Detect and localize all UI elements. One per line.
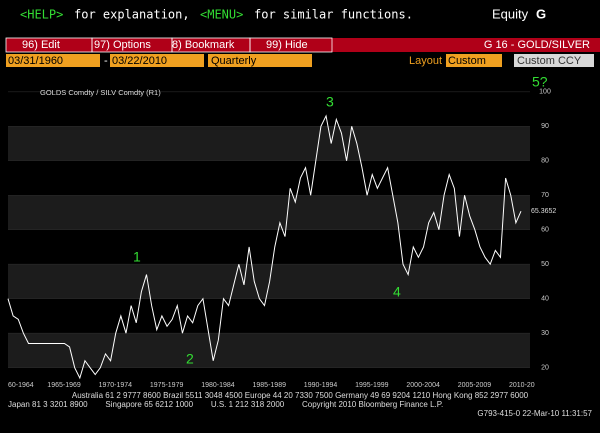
toolbar-bar bbox=[6, 38, 600, 52]
x-tick-label: 1975-1979 bbox=[150, 382, 184, 389]
footer-line: Japan 81 3 3201 8900 Singapore 65 6212 1… bbox=[8, 400, 443, 409]
x-tick-label: 1995-1999 bbox=[355, 382, 389, 389]
menu-key[interactable]: <MENU> bbox=[200, 8, 243, 22]
date-separator: - bbox=[104, 55, 108, 67]
footer-line: Australia 61 2 9777 8600 Brazil 5511 304… bbox=[72, 391, 529, 400]
x-tick-label: 1970-1974 bbox=[99, 382, 133, 389]
legend-label: GOLDS Comdty / SILV Comdty (R1) bbox=[40, 88, 161, 97]
last-value: 65.3652 bbox=[531, 208, 556, 215]
x-tick-label: 2010-20 bbox=[509, 382, 535, 389]
y-tick-label: 50 bbox=[541, 261, 549, 268]
toolbar-item[interactable]: 97) Options bbox=[94, 39, 151, 51]
x-tick-label: 1985-1989 bbox=[253, 382, 287, 389]
toolbar-btn[interactable] bbox=[249, 37, 333, 53]
x-tick-label: 1965-1969 bbox=[47, 382, 81, 389]
annotation: 1 bbox=[133, 249, 141, 265]
toolbar-item[interactable]: 8) Bookmark bbox=[172, 39, 235, 51]
y-tick-label: 100 bbox=[539, 89, 551, 96]
grid-band bbox=[8, 126, 530, 161]
x-tick-label: 1980-1984 bbox=[201, 382, 235, 389]
y-tick-label: 80 bbox=[541, 158, 549, 165]
grid-band bbox=[8, 333, 530, 368]
y-tick-label: 40 bbox=[541, 296, 549, 303]
x-tick-label: 2000-2004 bbox=[406, 382, 440, 389]
y-tick-label: 70 bbox=[541, 192, 549, 199]
end-date-field[interactable] bbox=[110, 54, 204, 67]
end-date[interactable]: 03/22/2010 bbox=[112, 55, 167, 67]
help-text: for explanation, bbox=[74, 8, 190, 22]
toolbar-item[interactable]: 96) Edit bbox=[22, 39, 60, 51]
annotation: 5? bbox=[532, 74, 548, 90]
y-tick-label: 30 bbox=[541, 330, 549, 337]
y-tick-label: 20 bbox=[541, 364, 549, 371]
market-key: G bbox=[536, 6, 546, 21]
help-key[interactable]: <HELP> bbox=[20, 8, 63, 22]
grid-band bbox=[8, 195, 530, 230]
function-name: G 16 - GOLD/SILVER bbox=[484, 39, 590, 51]
layout-label: Layout bbox=[409, 55, 442, 67]
annotation: 3 bbox=[326, 94, 334, 110]
start-date[interactable]: 03/31/1960 bbox=[8, 55, 63, 67]
period[interactable]: Quarterly bbox=[211, 55, 257, 67]
x-tick-label: 2005-2009 bbox=[458, 382, 492, 389]
period-field[interactable] bbox=[208, 54, 312, 67]
toolbar-item[interactable]: 99) Hide bbox=[266, 39, 308, 51]
currency[interactable]: Custom CCY bbox=[517, 55, 582, 67]
series-line bbox=[7, 114, 522, 380]
x-tick-label: 1990-1994 bbox=[304, 382, 338, 389]
layout[interactable]: Custom bbox=[448, 55, 486, 67]
layout-field[interactable] bbox=[446, 54, 502, 67]
menu-text: for similar functions. bbox=[254, 8, 413, 22]
grid-band bbox=[8, 264, 530, 299]
annotation: 4 bbox=[393, 284, 401, 300]
y-tick-label: 90 bbox=[541, 123, 549, 130]
x-tick-label: 60-1964 bbox=[8, 382, 34, 389]
start-date-field[interactable] bbox=[6, 54, 100, 67]
footer-line: G793-415-0 22-Mar-10 11:31:57 bbox=[477, 409, 592, 418]
market: Equity bbox=[492, 6, 529, 21]
annotation: 2 bbox=[186, 351, 194, 367]
currency-field[interactable] bbox=[514, 54, 594, 67]
y-tick-label: 60 bbox=[541, 227, 549, 234]
